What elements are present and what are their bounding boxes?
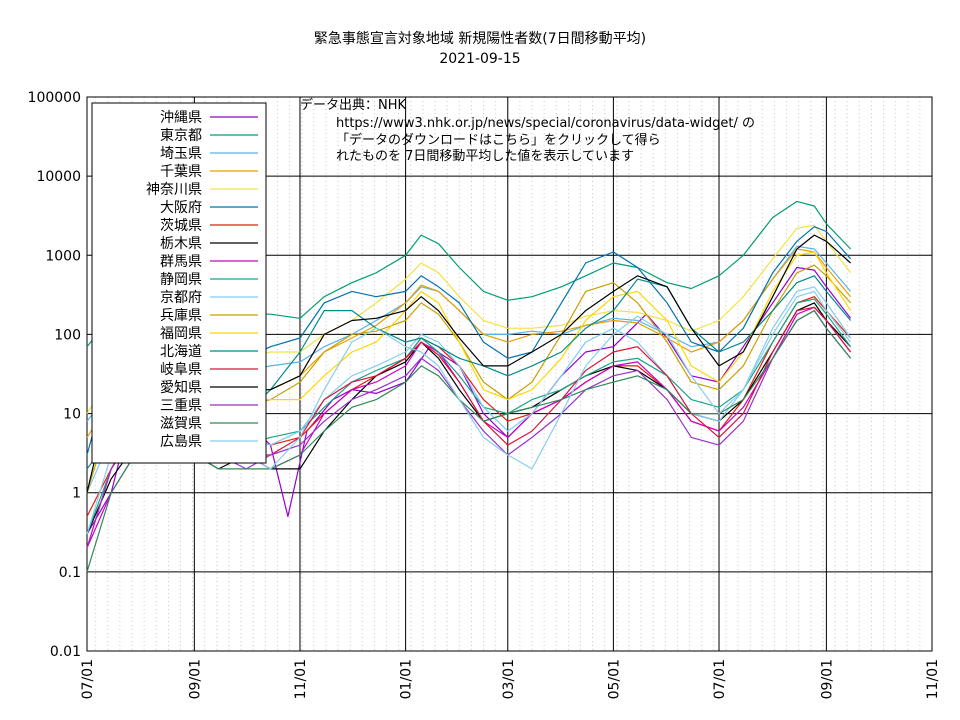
legend-label: 京都府 xyxy=(160,290,202,306)
chart-subtitle: 2021-09-15 xyxy=(439,51,521,67)
legend-label: 静岡県 xyxy=(160,272,202,288)
legend-label: 大阪府 xyxy=(160,200,202,216)
legend-label: 滋賀県 xyxy=(160,416,202,432)
legend-label: 広島県 xyxy=(160,434,202,450)
legend-label: 埼玉県 xyxy=(160,146,202,162)
x-tick-label: 05/01 xyxy=(606,659,622,699)
x-tick-label: 09/01 xyxy=(187,659,203,699)
source-note-line1: データ出典：NHK xyxy=(300,98,407,113)
legend-label: 岐阜県 xyxy=(160,361,202,378)
source-note-line2: https://www3.nhk.or.jp/news/special/coro… xyxy=(336,116,755,131)
y-tick-label: 0.1 xyxy=(59,565,81,581)
x-tick-label: 07/01 xyxy=(712,659,728,699)
legend-label: 北海道 xyxy=(160,344,202,360)
legend-label: 東京都 xyxy=(160,128,202,144)
legend-label: 群馬県 xyxy=(160,254,202,270)
source-note-line4: れたものを 7日間移動平均した値を表示しています xyxy=(336,149,635,164)
legend-label: 兵庫県 xyxy=(160,307,202,324)
chart-title: 緊急事態宣言対象地域 新規陽性者数(7日間移動平均) xyxy=(313,31,647,47)
x-tick-label: 03/01 xyxy=(501,659,517,699)
x-tick-label: 11/01 xyxy=(293,659,309,699)
plot-border xyxy=(86,96,933,652)
source-note-line3: 「データのダウンロードはこちら」をクリックして得ら xyxy=(336,133,661,148)
legend-label: 愛知県 xyxy=(160,379,202,396)
x-tick-label: 01/01 xyxy=(399,659,415,699)
y-tick-label: 10 xyxy=(63,407,81,423)
series-line-7 xyxy=(86,302,852,535)
legend-label: 神奈川県 xyxy=(146,182,202,198)
legend-box xyxy=(91,102,267,464)
y-tick-label: 1 xyxy=(72,486,81,502)
x-tick-label: 09/01 xyxy=(819,659,835,699)
y-tick-label: 0.01 xyxy=(50,644,81,660)
x-tick-label: 07/01 xyxy=(80,659,96,699)
legend-label: 沖縄県 xyxy=(160,110,202,126)
legend-label: 福岡県 xyxy=(160,326,202,342)
y-tick-label: 100000 xyxy=(28,90,81,106)
legend-label: 茨城県 xyxy=(160,218,202,234)
legend-label: 千葉県 xyxy=(160,164,202,180)
y-tick-label: 1000 xyxy=(45,248,81,264)
legend-label: 三重県 xyxy=(160,398,202,414)
y-tick-label: 10000 xyxy=(36,169,81,185)
legend-label: 栃木県 xyxy=(160,236,202,252)
x-tick-label: 11/01 xyxy=(925,659,941,699)
series-line-17 xyxy=(86,310,852,573)
y-tick-label: 100 xyxy=(54,327,81,343)
